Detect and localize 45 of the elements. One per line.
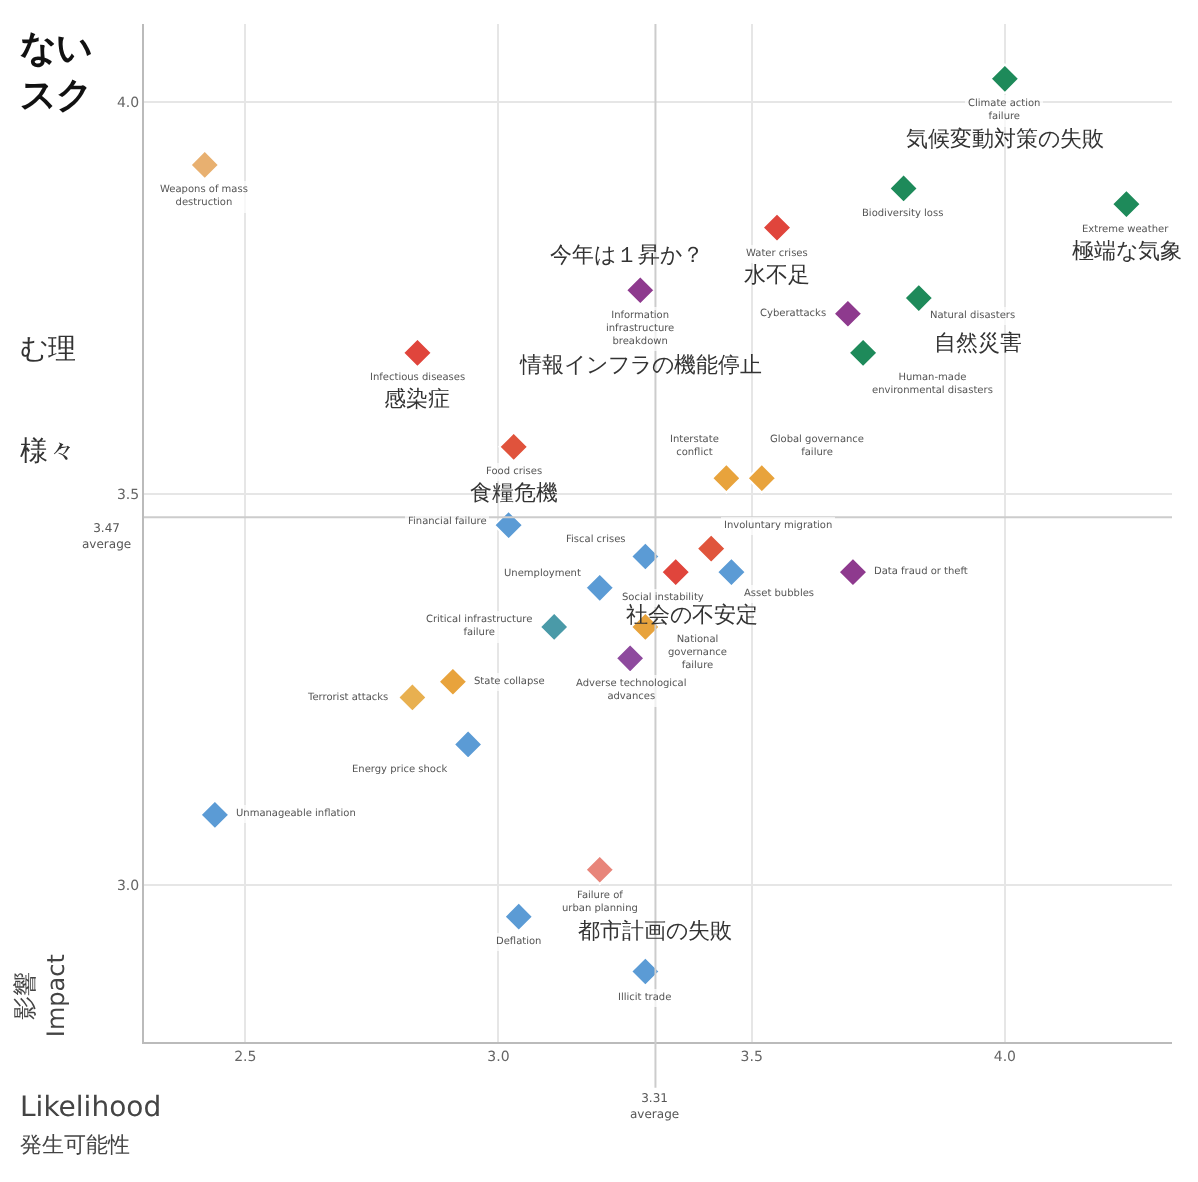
point <box>1111 188 1142 220</box>
text: スク <box>20 74 92 117</box>
point <box>584 572 616 604</box>
point <box>493 509 524 541</box>
point <box>903 282 935 314</box>
point <box>989 63 1021 95</box>
text: む理 <box>20 334 76 366</box>
point <box>716 556 747 588</box>
point <box>847 337 879 369</box>
point <box>538 611 570 643</box>
annotation: 情報インフラの機能停止 <box>518 352 762 378</box>
point <box>888 173 919 204</box>
chart-title: ない <box>20 28 92 70</box>
annotation: 社会の不安定 <box>626 602 758 628</box>
point <box>630 956 661 987</box>
point <box>614 643 646 674</box>
annotation: 水不足 <box>744 262 810 288</box>
annotation: 食糧危機 <box>470 480 558 506</box>
annotation: 感染症 <box>384 386 450 412</box>
point <box>837 556 869 588</box>
point <box>761 212 793 243</box>
point <box>746 462 778 494</box>
point <box>402 337 433 369</box>
point <box>584 854 616 886</box>
annotation: 今年は１昇か？ <box>550 242 704 268</box>
point <box>397 682 428 713</box>
point <box>660 556 692 588</box>
point <box>711 462 742 494</box>
point <box>452 729 484 760</box>
point <box>624 274 656 306</box>
point <box>437 666 469 698</box>
annotation: 気候変動対策の失敗 <box>906 126 1104 152</box>
annotation: 極端な気象 <box>1072 238 1182 264</box>
point <box>630 541 661 572</box>
x-axis-title: Likelihood 発生可能性 <box>20 1092 162 1159</box>
point <box>503 901 535 932</box>
annotation: 自然災害 <box>934 330 1022 356</box>
y-axis-title: 影響 Impact <box>11 953 71 1038</box>
point <box>189 149 221 181</box>
point <box>199 799 231 831</box>
point <box>832 298 864 330</box>
text: 様々 <box>20 436 76 468</box>
annotation: 都市計画の失敗 <box>578 918 732 944</box>
point <box>695 533 727 564</box>
point <box>498 431 529 463</box>
